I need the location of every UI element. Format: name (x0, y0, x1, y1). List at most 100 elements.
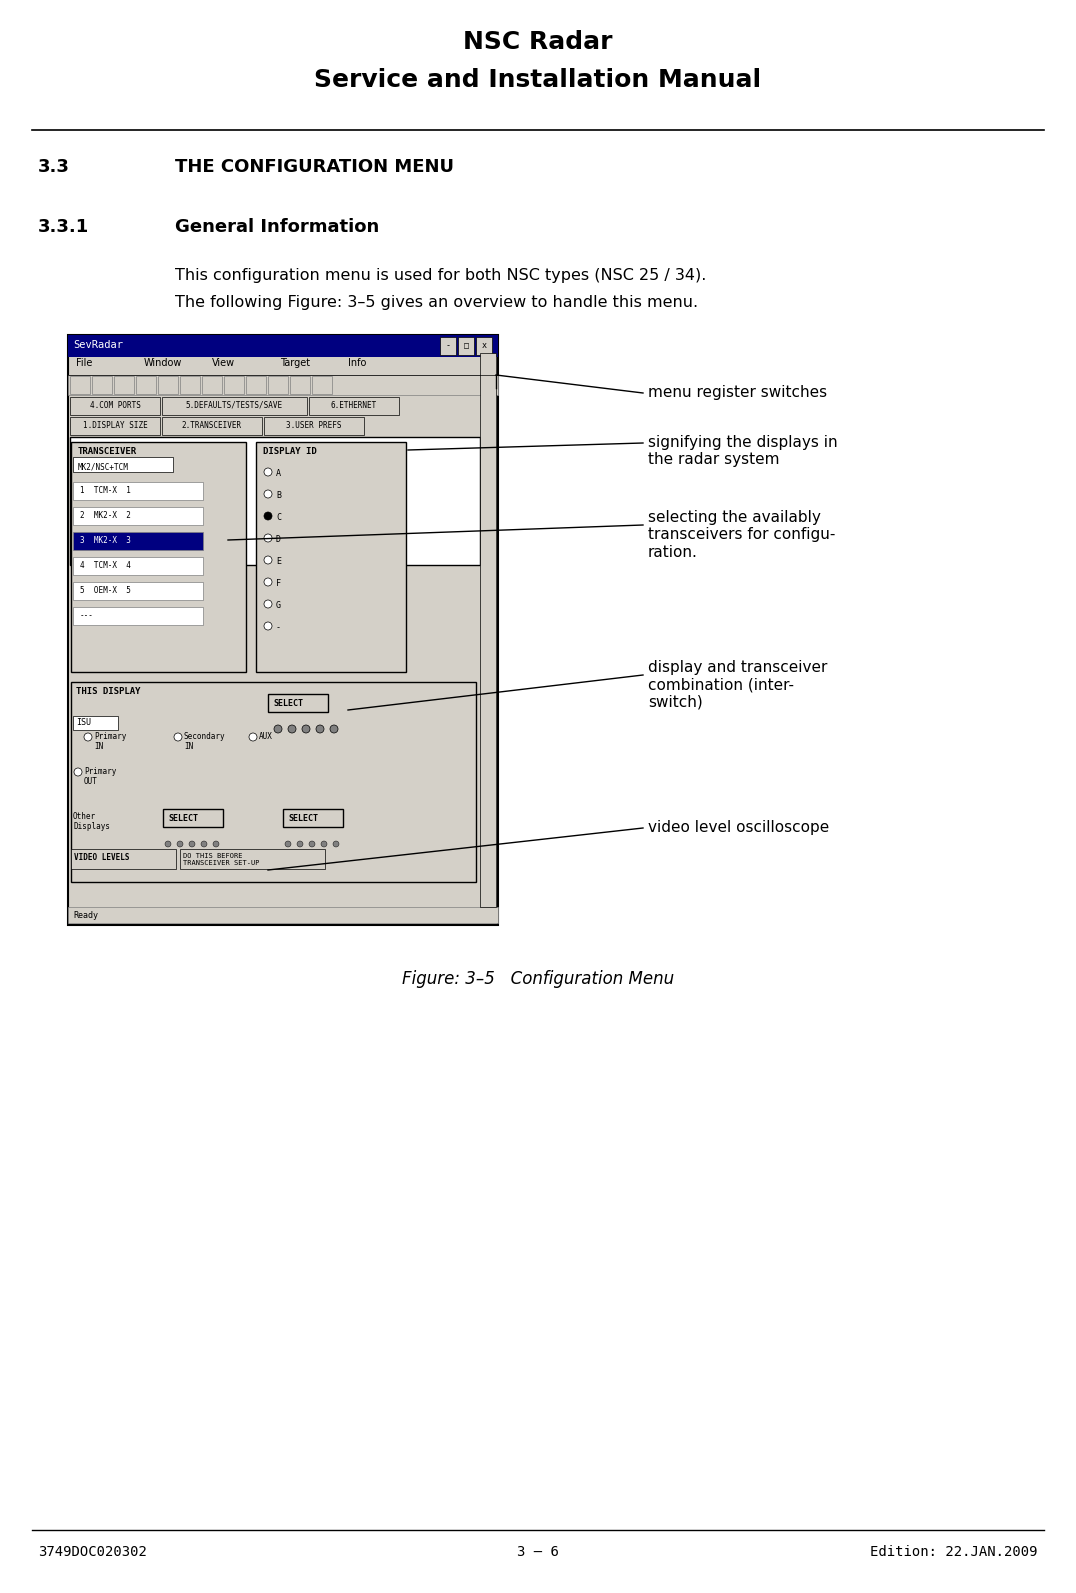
Text: 3.3: 3.3 (38, 158, 70, 175)
Bar (180, 376, 200, 393)
Text: This configuration menu is used for both NSC types (NSC 25 / 34).: This configuration menu is used for both… (175, 268, 706, 284)
Bar (68, 335, 498, 926)
Bar (162, 809, 223, 827)
Bar (264, 417, 364, 435)
Bar (68, 906, 498, 922)
Text: Other
Displays: Other Displays (73, 812, 110, 832)
Circle shape (285, 841, 291, 847)
Bar (68, 335, 498, 357)
Bar (246, 376, 266, 393)
Circle shape (74, 768, 82, 776)
Bar (312, 376, 332, 393)
Text: F: F (277, 578, 281, 588)
Text: signifying the displays in
the radar system: signifying the displays in the radar sys… (648, 435, 837, 467)
Text: 4.COM PORTS: 4.COM PORTS (89, 401, 141, 409)
Bar (70, 397, 160, 416)
Text: Window: Window (144, 358, 182, 368)
Text: display and transceiver
combination (inter-
switch): display and transceiver combination (int… (648, 660, 827, 710)
Text: 3 – 6: 3 – 6 (518, 1545, 558, 1560)
Text: Figure: 3–5   Configuration Menu: Figure: 3–5 Configuration Menu (402, 970, 674, 988)
Text: B: B (277, 491, 281, 500)
Circle shape (330, 725, 338, 733)
Text: 1  TCM-X  1: 1 TCM-X 1 (80, 486, 131, 495)
Text: 6.ETHERNET: 6.ETHERNET (331, 401, 377, 409)
Text: 2.TRANSCEIVER: 2.TRANSCEIVER (182, 421, 242, 430)
Circle shape (84, 733, 93, 741)
Bar (458, 338, 475, 355)
Circle shape (297, 841, 303, 847)
Text: Secondary
IN: Secondary IN (184, 733, 226, 752)
Text: View: View (212, 358, 236, 368)
Bar (114, 376, 134, 393)
Text: E: E (277, 558, 281, 566)
Text: ---: --- (80, 612, 94, 620)
Bar (268, 695, 328, 712)
Text: DISPLAY ID: DISPLAY ID (263, 448, 316, 456)
Bar (71, 441, 246, 672)
Text: Primary
IN: Primary IN (94, 733, 126, 752)
Bar (73, 715, 118, 730)
Text: SELECT: SELECT (288, 814, 318, 824)
Text: SELECT: SELECT (273, 699, 303, 707)
Text: File: File (76, 358, 93, 368)
Text: selecting the availably
transceivers for configu-
ration.: selecting the availably transceivers for… (648, 510, 835, 559)
Text: 5  OEM-X  5: 5 OEM-X 5 (80, 586, 131, 596)
Bar (70, 436, 480, 566)
Bar (68, 374, 498, 395)
Circle shape (309, 841, 315, 847)
Bar (162, 417, 261, 435)
Circle shape (264, 578, 272, 586)
Text: Info: Info (348, 358, 366, 368)
Bar (309, 397, 399, 416)
Bar (480, 354, 496, 906)
Text: 3.USER PREFS: 3.USER PREFS (286, 421, 342, 430)
Text: General Information: General Information (175, 218, 379, 236)
Circle shape (249, 733, 257, 741)
Text: 1.DISPLAY SIZE: 1.DISPLAY SIZE (83, 421, 147, 430)
Circle shape (264, 556, 272, 564)
Text: C: C (277, 513, 281, 523)
Bar (162, 397, 307, 416)
Bar (440, 338, 456, 355)
Text: AUX: AUX (259, 733, 273, 741)
Bar (93, 376, 112, 393)
Circle shape (165, 841, 171, 847)
Text: MK2/NSC+TCM: MK2/NSC+TCM (77, 462, 129, 472)
Text: TRANSCEIVER: TRANSCEIVER (77, 448, 137, 456)
Bar (158, 376, 178, 393)
Text: Service and Installation Manual: Service and Installation Manual (314, 68, 762, 92)
Text: 2  MK2-X  2: 2 MK2-X 2 (80, 511, 131, 519)
Circle shape (189, 841, 195, 847)
Bar (70, 417, 160, 435)
Bar (70, 376, 90, 393)
Text: Ready: Ready (73, 911, 98, 921)
Bar (73, 581, 203, 601)
Circle shape (321, 841, 327, 847)
Text: video level oscilloscope: video level oscilloscope (648, 820, 830, 835)
Circle shape (174, 733, 182, 741)
Text: Target: Target (280, 358, 310, 368)
Text: menu register switches: menu register switches (648, 386, 827, 400)
Bar (73, 532, 203, 550)
Text: -: - (445, 341, 451, 350)
Bar (71, 682, 476, 883)
Bar (268, 376, 288, 393)
Text: D: D (277, 535, 281, 543)
Text: Primary
OUT: Primary OUT (84, 766, 116, 787)
Bar (136, 376, 156, 393)
Text: x: x (481, 341, 486, 350)
Bar (476, 338, 492, 355)
Text: 3  MK2-X  3: 3 MK2-X 3 (80, 535, 131, 545)
Text: SevRadar: SevRadar (73, 339, 123, 350)
Circle shape (264, 621, 272, 629)
Bar (283, 809, 343, 827)
Circle shape (332, 841, 339, 847)
Bar (73, 507, 203, 526)
Circle shape (213, 841, 220, 847)
Text: 3.3.1: 3.3.1 (38, 218, 89, 236)
Text: 3749DOC020302: 3749DOC020302 (38, 1545, 147, 1560)
Bar (71, 849, 176, 870)
Circle shape (264, 468, 272, 476)
Text: A: A (277, 468, 281, 478)
Text: NSC Radar: NSC Radar (464, 30, 612, 54)
